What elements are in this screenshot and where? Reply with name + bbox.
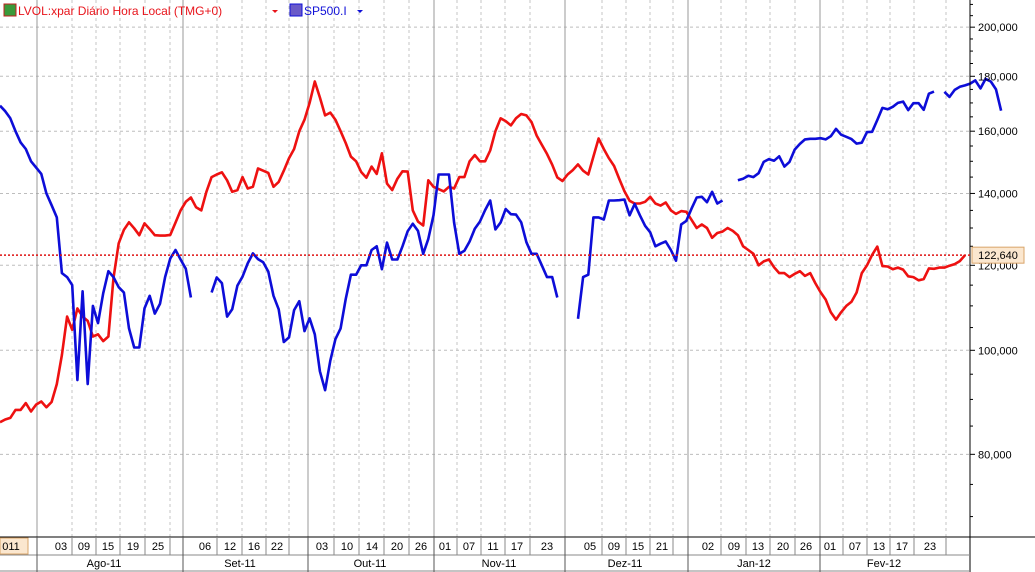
x-day-label: 05 [584,541,596,553]
y-tick-label: 200,000 [978,22,1018,34]
x-day-label: 16 [248,541,260,553]
x-day-label: 03 [55,541,67,553]
x-day-label: 09 [78,541,90,553]
x-current-period-highlight [0,537,29,555]
x-day-label: 03 [316,541,328,553]
sp500-series-line[interactable] [576,190,724,319]
x-day-label: 06 [199,541,211,553]
x-day-label: 011 [2,541,20,553]
x-day-label: 14 [366,541,378,553]
chart-icon [289,3,303,17]
x-day-label: 19 [127,541,139,553]
x-day-label: 09 [728,541,740,553]
x-day-label: 07 [463,541,475,553]
x-month-label: Ago-11 [87,558,122,570]
last-price-marker: 122,640 [0,246,1025,264]
x-day-label: 17 [896,541,908,553]
x-day-label: 09 [608,541,620,553]
y-tick-label: 180,000 [978,71,1018,83]
x-day-label: 02 [702,541,714,553]
x-day-label: 20 [391,541,403,553]
x-day-label: 20 [777,541,789,553]
x-day-label: 15 [632,541,644,553]
x-day-label: 11 [487,541,498,553]
y-tick-label: 140,000 [978,188,1018,200]
x-day-label: 01 [439,541,451,553]
x-day-label: 26 [415,541,427,553]
x-month-label: Nov-11 [482,558,517,570]
x-month-label: Jan-12 [737,558,771,570]
y-tick-label: 100,000 [978,345,1018,357]
last-price-badge [971,246,1025,264]
x-month-label: Fev-12 [867,558,901,570]
x-day-label: 17 [511,541,523,553]
x-day-label: 01 [824,541,836,553]
legend-item-lvol[interactable]: LVOL:xpar Diário Hora Local (TMG+0) [3,3,278,18]
x-day-label: 21 [656,541,668,553]
sp500-series-line[interactable] [737,90,935,182]
legend-label-lvol: LVOL:xpar Diário Hora Local (TMG+0) [18,4,222,18]
grid [0,0,970,537]
x-day-label: 07 [849,541,861,553]
x-day-label: 23 [541,541,553,553]
x-day-label: 13 [873,541,885,553]
y-tick-label: 80,000 [978,449,1012,461]
x-day-label: 23 [924,541,936,553]
x-day-label: 26 [800,541,812,553]
legend: LVOL:xpar Diário Hora Local (TMG+0) SP50… [3,3,363,18]
dropdown-arrow-icon[interactable] [357,10,363,13]
legend-label-sp500: SP500.I [304,4,347,18]
x-day-label: 15 [102,541,114,553]
x-day-label: 12 [224,541,236,553]
lvol-series-line[interactable] [0,80,966,424]
x-month-label: Out-11 [354,558,387,570]
x-month-label: Dez-11 [608,558,643,570]
x-day-label: 25 [152,541,164,553]
x-day-label: 13 [752,541,764,553]
y-tick-label: 160,000 [978,126,1018,138]
x-day-label: 10 [341,541,353,553]
last-price-label: 122,640 [978,250,1018,262]
x-month-label: Set-11 [224,558,256,570]
legend-item-sp500[interactable]: SP500.I [289,3,363,18]
sp500-series-line[interactable] [943,77,1003,112]
x-day-label: 22 [271,541,283,553]
sp500-series-line[interactable] [0,104,193,386]
chart-icon [3,3,17,17]
dropdown-arrow-icon[interactable] [272,10,278,13]
series-layer [0,77,1003,424]
